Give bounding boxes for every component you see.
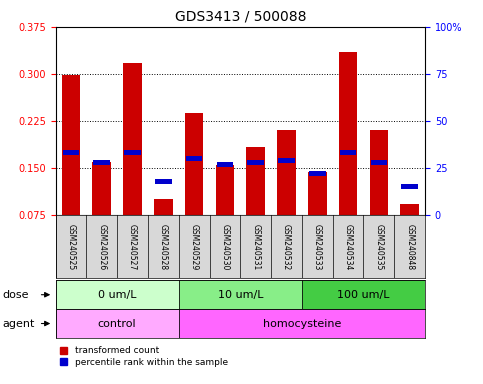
Bar	[56, 280, 179, 309]
Text: GSM240534: GSM240534	[343, 223, 353, 270]
Bar	[309, 171, 326, 176]
Bar	[93, 160, 110, 165]
Bar	[277, 130, 296, 215]
Text: GSM240531: GSM240531	[251, 223, 260, 270]
Text: GSM240526: GSM240526	[97, 223, 106, 270]
Bar	[339, 52, 357, 215]
Bar	[179, 309, 425, 338]
Bar	[247, 160, 264, 165]
Bar	[308, 172, 327, 215]
Text: 100 um/L: 100 um/L	[337, 290, 390, 300]
Bar	[63, 151, 79, 156]
Bar	[246, 147, 265, 215]
Text: GSM240848: GSM240848	[405, 223, 414, 270]
Bar	[370, 160, 387, 165]
Text: GSM240533: GSM240533	[313, 223, 322, 270]
Bar	[185, 113, 203, 215]
Legend: transformed count, percentile rank within the sample: transformed count, percentile rank withi…	[60, 346, 227, 367]
Text: GSM240535: GSM240535	[374, 223, 384, 270]
Bar	[215, 165, 234, 215]
Text: agent: agent	[2, 318, 35, 329]
Text: 10 um/L: 10 um/L	[217, 290, 263, 300]
Bar	[401, 184, 418, 189]
Bar	[123, 63, 142, 215]
Text: homocysteine: homocysteine	[263, 318, 341, 329]
Bar	[154, 199, 172, 215]
Text: GSM240527: GSM240527	[128, 223, 137, 270]
Text: GSM240525: GSM240525	[67, 223, 75, 270]
Bar	[155, 179, 171, 184]
Text: 0 um/L: 0 um/L	[98, 290, 136, 300]
Bar	[92, 162, 111, 215]
Text: control: control	[98, 318, 136, 329]
Bar	[124, 151, 141, 156]
Text: GDS3413 / 500088: GDS3413 / 500088	[174, 10, 306, 23]
Bar	[62, 75, 80, 215]
Bar	[400, 204, 419, 215]
Text: dose: dose	[2, 290, 29, 300]
Bar	[179, 280, 302, 309]
Bar	[56, 309, 179, 338]
Text: GSM240529: GSM240529	[190, 223, 199, 270]
Bar	[216, 162, 233, 167]
Bar	[369, 130, 388, 215]
Bar	[278, 158, 295, 163]
Text: GSM240528: GSM240528	[159, 223, 168, 270]
Bar	[340, 151, 356, 156]
Text: GSM240532: GSM240532	[282, 223, 291, 270]
Text: GSM240530: GSM240530	[220, 223, 229, 270]
Bar	[186, 156, 202, 161]
Bar	[302, 280, 425, 309]
